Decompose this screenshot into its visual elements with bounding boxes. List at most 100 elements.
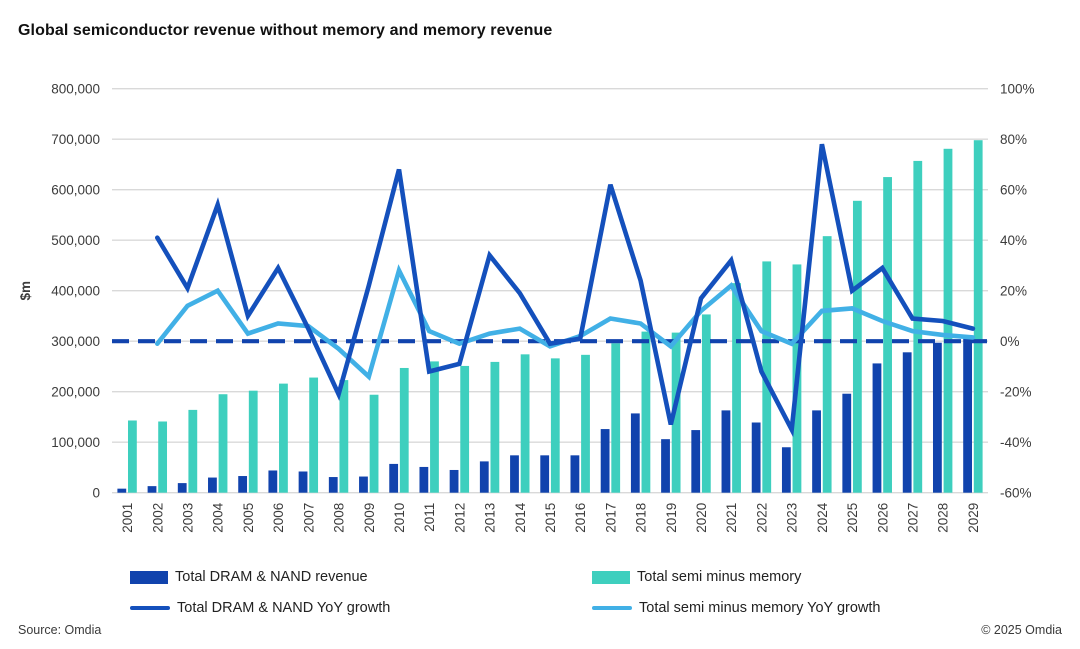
bar-semi-minus-memory: [248, 390, 258, 493]
x-tick-label: 2027: [905, 503, 920, 533]
bar-semi-minus-memory: [520, 354, 530, 493]
y-right-tick-label: 20%: [1000, 284, 1027, 299]
bar-dram-nand-revenue: [359, 476, 368, 493]
copyright-note: © 2025 Omdia: [981, 623, 1062, 637]
bar-dram-nand-revenue: [328, 477, 338, 493]
y-right-tick-label: 60%: [1000, 183, 1027, 198]
bar-semi-minus-memory: [913, 160, 923, 493]
bar-semi-minus-memory: [973, 140, 983, 493]
bar-semi-minus-memory: [641, 331, 651, 493]
y-left-tick-label: 0: [92, 486, 100, 501]
bar-dram-nand-revenue: [630, 413, 640, 493]
bar-semi-minus-memory: [611, 343, 621, 493]
x-tick-label: 2022: [754, 503, 769, 533]
y-left-tick-label: 400,000: [51, 284, 100, 299]
bar-dram-nand-revenue: [963, 336, 972, 493]
bar-dram-nand-revenue: [570, 455, 580, 493]
bar-semi-minus-memory: [581, 354, 590, 493]
bar-dram-nand-revenue: [872, 363, 882, 493]
bar-dram-nand-revenue: [600, 429, 610, 493]
bar-dram-nand-revenue: [389, 463, 399, 493]
bar-semi-minus-memory: [822, 236, 832, 493]
bar-semi-minus-memory: [279, 383, 288, 493]
legend-swatch-semi-minus-memory: [592, 570, 630, 584]
bar-dram-nand-revenue: [721, 410, 731, 493]
bar-semi-minus-memory: [671, 332, 681, 493]
bar-dram-nand-revenue: [510, 455, 519, 493]
legend-item-dram-yoy: Total DRAM & NAND YoY growth: [130, 600, 390, 616]
bar-dram-nand-revenue: [268, 470, 278, 493]
x-tick-label: 2005: [241, 503, 256, 533]
bar-semi-minus-memory: [188, 409, 198, 493]
x-tick-label: 2018: [634, 503, 649, 533]
x-tick-label: 2019: [664, 503, 679, 533]
bar-semi-minus-memory: [550, 358, 560, 493]
bar-dram-nand-revenue: [781, 447, 791, 493]
x-tick-label: 2015: [543, 503, 558, 533]
bar-dram-nand-revenue: [479, 461, 489, 493]
y-left-tick-label: 600,000: [51, 183, 100, 198]
x-tick-label: 2029: [966, 503, 981, 533]
y-right-tick-label: 100%: [1000, 82, 1035, 97]
x-tick-label: 2012: [452, 503, 467, 533]
x-tick-label: 2010: [392, 503, 407, 533]
legend-item-semi-yoy: Total semi minus memory YoY growth: [592, 600, 881, 616]
legend-item-dram-revenue: Total DRAM & NAND revenue: [130, 569, 368, 585]
bar-dram-nand-revenue: [540, 455, 550, 493]
bar-semi-minus-memory: [430, 361, 439, 493]
x-tick-label: 2011: [422, 503, 437, 532]
legend-label: Total semi minus memory YoY growth: [639, 600, 881, 616]
y-left-tick-label: 700,000: [51, 132, 100, 147]
x-tick-label: 2013: [483, 503, 498, 533]
bar-semi-minus-memory: [883, 177, 892, 493]
x-tick-label: 2004: [211, 502, 226, 533]
bar-semi-minus-memory: [128, 420, 137, 493]
x-tick-label: 2023: [785, 503, 800, 533]
bar-semi-minus-memory: [339, 380, 349, 493]
legend-swatch-dram-revenue: [130, 570, 168, 584]
y-right-tick-label: -20%: [1000, 385, 1032, 400]
x-tick-label: 2007: [301, 503, 316, 533]
legend-label: Total DRAM & NAND revenue: [175, 569, 368, 585]
bar-dram-nand-revenue: [298, 471, 308, 493]
y-left-tick-label: 200,000: [51, 385, 100, 400]
source-note: Source: Omdia: [18, 623, 102, 637]
bar-semi-minus-memory: [369, 394, 379, 493]
x-tick-label: 2008: [332, 503, 347, 533]
x-tick-label: 2024: [815, 502, 830, 533]
x-tick-label: 2009: [362, 503, 377, 533]
x-tick-label: 2001: [120, 503, 135, 533]
legend-label: Total semi minus memory: [637, 569, 802, 585]
y-left-tick-label: 800,000: [51, 82, 100, 97]
x-tick-label: 2017: [603, 503, 618, 533]
bar-semi-minus-memory: [490, 361, 500, 493]
bar-dram-nand-revenue: [661, 439, 670, 493]
x-tick-label: 2025: [845, 503, 860, 533]
bar-semi-minus-memory: [158, 421, 168, 493]
chart-title: Global semiconductor revenue without mem…: [18, 22, 553, 39]
y-right-tick-label: -60%: [1000, 486, 1032, 501]
bar-dram-nand-revenue: [812, 410, 821, 493]
y-right-tick-label: 40%: [1000, 233, 1027, 248]
bar-semi-minus-memory: [399, 367, 409, 493]
y-left-tick-label: 100,000: [51, 435, 100, 450]
line-dram-nand-yoy-growth: [155, 143, 976, 438]
bar-dram-nand-revenue: [449, 469, 459, 493]
bar-dram-nand-revenue: [117, 488, 127, 493]
bar-semi-minus-memory: [732, 283, 741, 493]
bar-semi-minus-memory: [309, 377, 319, 493]
bar-dram-nand-revenue: [751, 422, 761, 493]
x-tick-label: 2021: [724, 503, 739, 533]
bar-semi-minus-memory: [852, 200, 862, 493]
legend-item-semi-minus-memory: Total semi minus memory: [592, 569, 801, 585]
y-right-tick-label: 0%: [1000, 334, 1020, 349]
bar-dram-nand-revenue: [147, 486, 157, 493]
bar-semi-minus-memory: [218, 394, 228, 493]
bar-dram-nand-revenue: [691, 430, 701, 493]
y-left-axis-title: $m: [18, 281, 33, 301]
x-tick-label: 2028: [936, 503, 951, 533]
legend-swatch-dram-yoy: [130, 605, 170, 611]
x-tick-label: 2014: [513, 502, 528, 533]
